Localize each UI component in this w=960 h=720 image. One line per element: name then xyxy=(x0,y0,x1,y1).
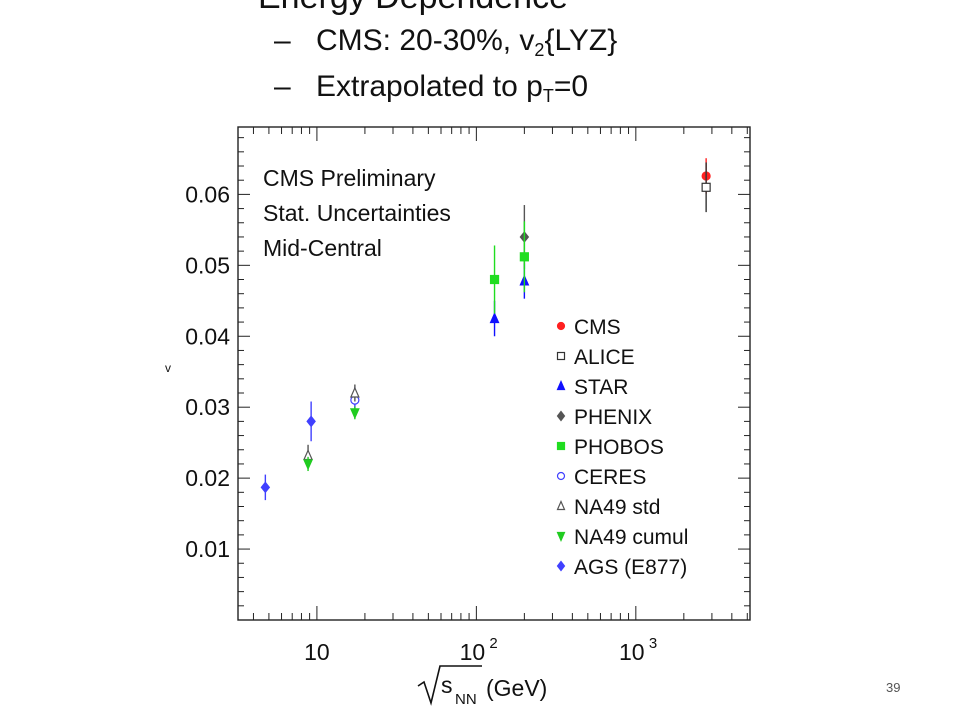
legend-entry: CERES xyxy=(556,466,646,489)
legend-entry: AGS (E877) xyxy=(556,556,687,579)
legend-label: CERES xyxy=(574,466,646,489)
legend-marker xyxy=(556,500,566,511)
legend-label: NA49 cumul xyxy=(574,526,688,549)
y-tick-label: 0.06 xyxy=(185,181,230,207)
x-axis-label: sNN (GeV) xyxy=(417,665,547,708)
bullet-cms-lyz: – CMS: 20-30%, v2{LYZ} xyxy=(274,24,617,61)
bullet-extrapolated: – Extrapolated to pT=0 xyxy=(274,70,588,107)
data-point xyxy=(519,252,529,262)
x-tick-exponent: 3 xyxy=(649,635,657,652)
x-tick-exponent: 2 xyxy=(489,635,497,652)
legend-entry: NA49 cumul xyxy=(556,526,688,549)
legend-entry: PHOBOS xyxy=(556,436,664,459)
x-axis-label-main: s xyxy=(441,672,453,698)
legend-entry: NA49 std xyxy=(556,496,660,519)
x-axis-label-sub: NN xyxy=(455,691,477,708)
slide-title: Energy Dependence xyxy=(258,0,568,17)
data-point xyxy=(489,312,500,324)
legend-entry: ALICE xyxy=(556,346,635,369)
bullet-subscript: T xyxy=(542,86,554,106)
legend-label: ALICE xyxy=(574,346,635,369)
data-point xyxy=(489,274,500,285)
legend-marker xyxy=(556,531,566,542)
x-tick-base: 10 xyxy=(619,639,645,665)
y-tick-label: 0.04 xyxy=(185,323,230,349)
bullet-subscript: 2 xyxy=(534,40,545,60)
legend-entry: STAR xyxy=(556,376,628,399)
legend-marker xyxy=(556,321,566,331)
x-tick-label: 10 2 xyxy=(460,635,498,665)
bullet-dash: – xyxy=(274,24,291,57)
y-tick-label: 0.03 xyxy=(185,394,230,420)
legend-entry: PHENIX xyxy=(556,406,652,429)
bullet-suffix: =0 xyxy=(553,70,589,103)
y-tick-label: 0.02 xyxy=(185,465,230,491)
legend-label: NA49 std xyxy=(574,496,660,519)
legend-label: STAR xyxy=(574,376,628,399)
bullet-text: Extrapolated to p xyxy=(316,70,543,103)
x-tick-label: 10 3 xyxy=(619,635,657,665)
data-point xyxy=(701,182,711,192)
legend-label: PHENIX xyxy=(574,406,652,429)
legend-label: CMS xyxy=(574,316,621,339)
legend-marker xyxy=(556,441,566,451)
data-point xyxy=(306,415,316,428)
x-axis-label-unit: (GeV) xyxy=(486,675,547,701)
y-tick-label: 0.01 xyxy=(185,536,230,562)
legend-marker xyxy=(556,471,566,481)
data-point xyxy=(303,459,313,471)
legend-label: PHOBOS xyxy=(574,436,664,459)
legend-marker xyxy=(556,380,566,391)
y-tick-label: 0.05 xyxy=(185,252,230,278)
data-point xyxy=(349,408,360,420)
x-tick-label: 10 xyxy=(304,639,330,665)
chart-annotation: Stat. Uncertainties xyxy=(263,200,451,226)
data-point xyxy=(260,481,271,494)
legend-marker xyxy=(556,560,566,572)
legend-marker xyxy=(556,410,566,422)
legend-marker xyxy=(556,351,566,361)
x-tick-base: 10 xyxy=(460,639,486,665)
legend-entry: CMS xyxy=(556,316,621,339)
bullet-suffix: {LYZ} xyxy=(544,24,618,57)
bullet-text: CMS: 20-30%, v xyxy=(316,24,535,57)
bullet-dash: – xyxy=(274,70,291,103)
x-tick-base: 10 xyxy=(304,639,330,665)
page-number: 39 xyxy=(886,680,901,695)
sqrt-sign xyxy=(417,665,482,706)
data-point xyxy=(349,386,360,398)
y-axis-label: v xyxy=(165,361,171,375)
chart-annotation: CMS Preliminary xyxy=(263,165,436,191)
chart-legend: CMS ALICE STAR PHENIX PHOBOS CERES NA49 std NA4… xyxy=(556,316,688,579)
chart-annotation: Mid-Central xyxy=(263,235,382,261)
legend-label: AGS (E877) xyxy=(574,556,687,579)
plot-frame xyxy=(237,126,751,621)
